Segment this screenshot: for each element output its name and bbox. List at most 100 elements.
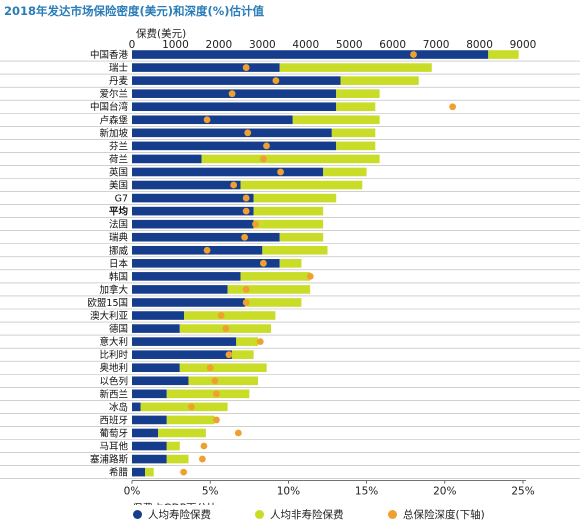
legend-swatch-nonlife bbox=[255, 510, 264, 519]
depth-dot bbox=[242, 299, 250, 306]
depth-dot bbox=[241, 233, 249, 241]
depth-dot bbox=[206, 364, 214, 372]
category-label: 英国 bbox=[109, 166, 128, 178]
top-tick-label: 1000 bbox=[162, 39, 189, 51]
bar-life bbox=[132, 402, 141, 412]
depth-dot bbox=[230, 181, 238, 189]
category-label: 比利时 bbox=[99, 349, 128, 361]
depth-dot bbox=[449, 103, 457, 111]
top-tick-label: 2000 bbox=[206, 39, 233, 51]
category-label: 卢森堡 bbox=[99, 114, 128, 126]
top-tick-label: 9000 bbox=[510, 39, 537, 51]
bar-life bbox=[132, 259, 280, 268]
category-label: 韩国 bbox=[109, 271, 128, 283]
category-label: 法国 bbox=[109, 219, 128, 231]
category-label: 加拿大 bbox=[99, 284, 128, 296]
bar-life bbox=[132, 206, 254, 216]
depth-dot bbox=[272, 77, 280, 85]
bar-nonlife bbox=[292, 115, 380, 125]
bar-nonlife bbox=[201, 154, 380, 164]
category-label: 希腊 bbox=[109, 467, 129, 479]
depth-dot bbox=[203, 116, 211, 124]
top-tick-label: 6000 bbox=[379, 39, 406, 51]
bar-life bbox=[132, 115, 293, 125]
depth-dot bbox=[244, 129, 252, 137]
top-tick-label: 4000 bbox=[292, 39, 319, 51]
bar-nonlife bbox=[179, 363, 267, 373]
bar-nonlife bbox=[158, 428, 206, 438]
depth-dot bbox=[256, 338, 264, 346]
bar-life bbox=[132, 154, 202, 164]
bar-nonlife bbox=[227, 285, 311, 294]
category-label: 中国香港 bbox=[90, 49, 129, 61]
category-label: 西班牙 bbox=[99, 414, 128, 426]
depth-dot bbox=[217, 312, 225, 319]
bar-nonlife bbox=[262, 245, 328, 255]
bar-life bbox=[132, 219, 254, 229]
top-axis-label: 保费(美元) bbox=[136, 27, 186, 40]
bottom-tick-label: 5% bbox=[202, 486, 219, 498]
legend-swatch-depth bbox=[388, 510, 397, 519]
category-label: 日本 bbox=[109, 258, 129, 270]
bar-nonlife bbox=[244, 298, 302, 307]
bar-nonlife bbox=[240, 180, 363, 190]
depth-dot bbox=[180, 468, 188, 476]
category-label: 新西兰 bbox=[99, 388, 128, 400]
legend-label-nonlife: 人均非寿险保费 bbox=[270, 509, 344, 521]
bar-nonlife bbox=[253, 193, 337, 203]
top-tick-label: 0 bbox=[129, 39, 136, 51]
depth-dot bbox=[242, 194, 250, 202]
bar-nonlife bbox=[336, 141, 376, 151]
bar-life bbox=[132, 272, 241, 281]
bar-nonlife bbox=[279, 63, 432, 72]
depth-dot bbox=[259, 155, 267, 163]
bar-life bbox=[132, 50, 489, 59]
legend-label-depth: 总保险深度(下轴) bbox=[403, 509, 485, 521]
depth-dot bbox=[222, 325, 230, 332]
legend-item-life: 人均寿险保费 bbox=[133, 507, 211, 522]
bar-life bbox=[132, 428, 159, 438]
legend-swatch-life bbox=[133, 510, 142, 519]
bar-nonlife bbox=[166, 415, 215, 425]
category-label: 瑞典 bbox=[109, 232, 129, 244]
depth-dot bbox=[200, 442, 208, 450]
chart-title: 2018年发达市场保险密度(美元)和深度(%)估计值 bbox=[4, 4, 265, 18]
category-label: 挪威 bbox=[109, 245, 129, 257]
bar-life bbox=[132, 232, 280, 242]
category-label: 荷兰 bbox=[109, 153, 128, 165]
legend: 人均寿险保费 人均非寿险保费 总保险深度(下轴) bbox=[0, 507, 580, 525]
bar-life bbox=[132, 467, 146, 477]
bar-life bbox=[132, 389, 167, 399]
top-tick-label: 3000 bbox=[249, 39, 276, 51]
bar-nonlife bbox=[488, 50, 519, 59]
bar-life bbox=[132, 350, 232, 359]
depth-dot bbox=[277, 168, 284, 176]
depth-dot bbox=[242, 286, 250, 293]
bar-nonlife bbox=[253, 219, 324, 229]
bar-life bbox=[132, 298, 245, 307]
depth-dot bbox=[252, 220, 259, 228]
bar-nonlife bbox=[140, 402, 228, 412]
category-label: 中国台湾 bbox=[90, 101, 129, 113]
bar-nonlife bbox=[240, 272, 311, 281]
category-label: 美国 bbox=[109, 180, 128, 192]
bar-nonlife bbox=[166, 454, 189, 464]
chart-canvas: 保费(美元)0 1000 2000 3000 4000 5000 6000 7000 8000 9… bbox=[0, 27, 580, 505]
depth-dot bbox=[213, 390, 220, 398]
bar-life bbox=[132, 141, 337, 151]
bar-nonlife bbox=[340, 76, 419, 85]
bar-nonlife bbox=[231, 350, 254, 359]
depth-dot bbox=[242, 64, 250, 71]
category-label: 意大利 bbox=[99, 336, 128, 348]
depth-dot bbox=[198, 455, 206, 463]
bar-nonlife bbox=[336, 102, 376, 112]
category-label: 德国 bbox=[109, 323, 128, 335]
bottom-tick-label: 0% bbox=[124, 486, 141, 498]
bar-life bbox=[132, 128, 332, 138]
category-label: 新加坡 bbox=[99, 127, 128, 139]
bar-life bbox=[132, 102, 337, 112]
category-label: G7 bbox=[115, 194, 128, 205]
bar-life bbox=[132, 167, 324, 177]
bar-nonlife bbox=[336, 89, 380, 98]
category-label: 塞浦路斯 bbox=[90, 454, 129, 466]
